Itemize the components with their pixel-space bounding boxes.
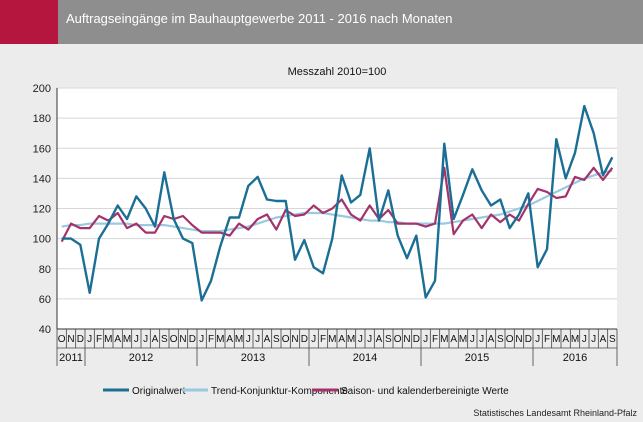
month-label: A bbox=[600, 334, 607, 345]
month-label: D bbox=[189, 334, 196, 345]
month-label: J bbox=[535, 334, 540, 345]
month-label: F bbox=[208, 334, 214, 345]
month-label: M bbox=[216, 334, 224, 345]
y-tick-label: 40 bbox=[39, 324, 51, 336]
month-label: S bbox=[385, 334, 392, 345]
source-note: Statistisches Landesamt Rheinland-Pfalz bbox=[473, 408, 637, 418]
month-label: F bbox=[432, 334, 438, 345]
month-label: A bbox=[488, 334, 495, 345]
chart-subtitle: Messzahl 2010=100 bbox=[288, 66, 387, 78]
month-label: D bbox=[77, 334, 84, 345]
y-tick-label: 140 bbox=[33, 173, 51, 185]
y-tick-label: 160 bbox=[33, 143, 51, 155]
y-tick-label: 60 bbox=[39, 294, 51, 306]
month-label: S bbox=[609, 334, 616, 345]
month-label: J bbox=[311, 334, 316, 345]
chart-panel: Messzahl 2010=100 40 60 80 100 120 140 160 180 20… bbox=[0, 44, 643, 422]
y-tick-label: 120 bbox=[33, 204, 51, 216]
header-accent bbox=[0, 0, 58, 44]
month-label: M bbox=[328, 334, 336, 345]
month-label: N bbox=[403, 334, 410, 345]
month-label: J bbox=[367, 334, 372, 345]
month-label: O bbox=[394, 334, 402, 345]
y-tick-label: 80 bbox=[39, 264, 51, 276]
month-label: N bbox=[179, 334, 186, 345]
year-label: 2012 bbox=[129, 352, 153, 364]
month-label: N bbox=[291, 334, 298, 345]
month-label: D bbox=[525, 334, 532, 345]
month-label: M bbox=[571, 334, 579, 345]
month-label: O bbox=[506, 334, 514, 345]
series-line bbox=[61, 104, 614, 302]
month-label: J bbox=[134, 334, 139, 345]
month-label: M bbox=[123, 334, 131, 345]
y-tick-label: 200 bbox=[33, 83, 51, 95]
page-title: Auftragseingänge im Bauhauptgewerbe 2011… bbox=[66, 11, 453, 26]
legend-label: Saison- und kalenderbereinigte Werte bbox=[341, 386, 509, 397]
month-label: J bbox=[591, 334, 596, 345]
legend-label: Trend-Konjunktur-Komponente bbox=[211, 386, 348, 397]
month-label: A bbox=[114, 334, 121, 345]
year-label: 2013 bbox=[241, 352, 265, 364]
month-label: F bbox=[320, 334, 326, 345]
month-label: M bbox=[440, 334, 448, 345]
month-label: J bbox=[255, 334, 260, 345]
year-label: 2015 bbox=[465, 352, 489, 364]
month-label: O bbox=[58, 334, 66, 345]
month-label: J bbox=[479, 334, 484, 345]
month-label: O bbox=[170, 334, 178, 345]
month-label: A bbox=[338, 334, 345, 345]
y-tick-label: 180 bbox=[33, 113, 51, 125]
month-label: J bbox=[470, 334, 475, 345]
month-label: F bbox=[96, 334, 102, 345]
month-label: A bbox=[226, 334, 233, 345]
month-label: J bbox=[143, 334, 148, 345]
month-label: M bbox=[459, 334, 467, 345]
year-label: 2016 bbox=[563, 352, 587, 364]
month-label: J bbox=[246, 334, 251, 345]
month-label: S bbox=[273, 334, 280, 345]
month-label: D bbox=[301, 334, 308, 345]
month-label: N bbox=[515, 334, 522, 345]
month-label: D bbox=[413, 334, 420, 345]
month-label: J bbox=[582, 334, 587, 345]
month-label: A bbox=[264, 334, 271, 345]
month-label: F bbox=[544, 334, 550, 345]
month-label: A bbox=[152, 334, 159, 345]
year-label: 2014 bbox=[353, 352, 377, 364]
month-label: N bbox=[67, 334, 74, 345]
month-label: J bbox=[199, 334, 204, 345]
month-label: S bbox=[161, 334, 168, 345]
month-label: M bbox=[104, 334, 112, 345]
month-label: S bbox=[497, 334, 504, 345]
month-label: A bbox=[450, 334, 457, 345]
year-label: 2011 bbox=[59, 352, 83, 364]
month-label: J bbox=[423, 334, 428, 345]
header-bar: Auftragseingänge im Bauhauptgewerbe 2011… bbox=[0, 0, 643, 44]
y-tick-label: 100 bbox=[33, 234, 51, 246]
month-label: O bbox=[282, 334, 290, 345]
month-label: J bbox=[87, 334, 92, 345]
legend-label: Originalwert bbox=[132, 386, 186, 397]
line-chart: Messzahl 2010=100 40 60 80 100 120 140 160 180 20… bbox=[33, 66, 618, 397]
month-label: A bbox=[562, 334, 569, 345]
month-label: M bbox=[347, 334, 355, 345]
month-label: M bbox=[552, 334, 560, 345]
month-label: M bbox=[235, 334, 243, 345]
month-label: A bbox=[376, 334, 383, 345]
month-label: J bbox=[358, 334, 363, 345]
